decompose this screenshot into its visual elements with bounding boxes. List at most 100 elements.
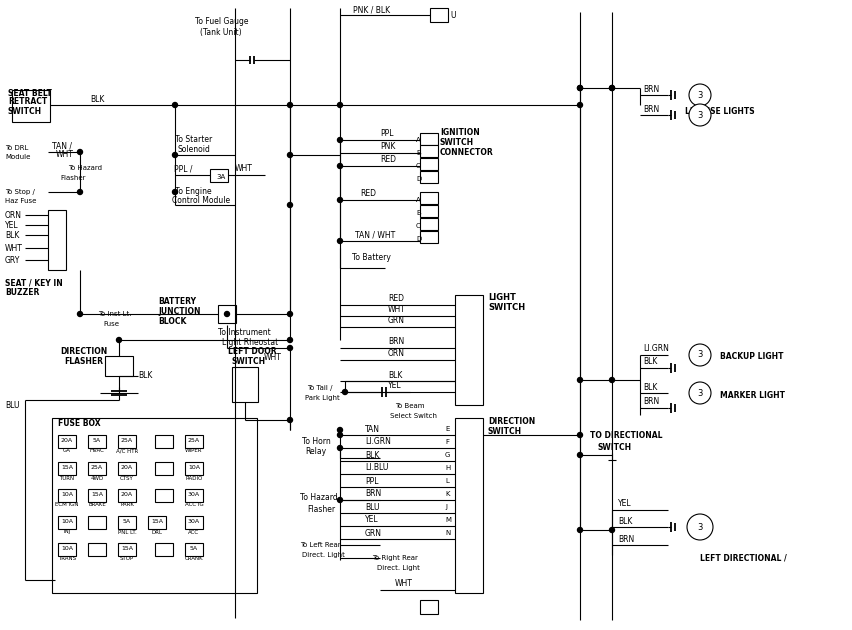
Text: SWITCH: SWITCH: [440, 139, 474, 147]
Text: To Inst Lt.: To Inst Lt.: [98, 311, 131, 317]
Text: BRN: BRN: [642, 398, 659, 406]
Text: SWITCH: SWITCH: [232, 357, 266, 367]
Text: BRN: BRN: [388, 338, 404, 346]
Text: PNL LT.: PNL LT.: [118, 529, 136, 534]
Bar: [454, 295, 482, 405]
Text: 10A: 10A: [61, 492, 73, 497]
Circle shape: [577, 86, 582, 91]
Text: ORN: ORN: [388, 350, 405, 358]
Bar: [419, 133, 437, 145]
Circle shape: [688, 344, 711, 366]
Text: BLK: BLK: [388, 370, 402, 379]
Text: DRL: DRL: [152, 529, 163, 534]
Text: BLK: BLK: [365, 450, 379, 459]
Circle shape: [577, 86, 582, 91]
Text: Flasher: Flasher: [307, 505, 335, 515]
Text: SWITCH: SWITCH: [597, 442, 631, 452]
Bar: [155, 435, 173, 448]
Text: SWITCH: SWITCH: [8, 106, 42, 115]
Text: L: L: [445, 478, 448, 484]
Bar: [185, 489, 203, 502]
Text: Solenoid: Solenoid: [178, 146, 210, 154]
Bar: [419, 158, 437, 170]
Text: JUNCTION: JUNCTION: [158, 307, 200, 316]
Text: TAN /: TAN /: [52, 142, 72, 151]
Text: M: M: [445, 517, 451, 523]
Text: U: U: [450, 11, 455, 20]
Text: TURN: TURN: [60, 476, 74, 481]
Text: 15A: 15A: [61, 465, 73, 470]
Text: STOP: STOP: [120, 556, 134, 561]
Text: YEL: YEL: [365, 515, 378, 525]
Text: GA: GA: [63, 449, 71, 454]
Bar: [419, 231, 437, 243]
Bar: [185, 543, 203, 556]
Text: BLOCK: BLOCK: [158, 318, 186, 326]
Bar: [48, 210, 66, 270]
Circle shape: [287, 202, 292, 207]
Bar: [419, 145, 437, 157]
Text: GRN: GRN: [388, 316, 405, 326]
Text: PPL: PPL: [379, 130, 393, 139]
Text: To Horn: To Horn: [302, 437, 331, 445]
Text: To DRL: To DRL: [5, 145, 28, 151]
Text: 10A: 10A: [61, 519, 73, 524]
Text: Park Light: Park Light: [305, 395, 339, 401]
Text: 15A: 15A: [91, 492, 103, 497]
Circle shape: [224, 311, 229, 316]
Text: LI.GRN: LI.GRN: [365, 437, 390, 447]
Bar: [419, 600, 437, 614]
Bar: [185, 462, 203, 475]
Text: 3: 3: [696, 350, 702, 360]
Circle shape: [287, 418, 292, 423]
Text: SEAT BELT: SEAT BELT: [8, 88, 52, 98]
Text: 20A: 20A: [121, 465, 133, 470]
Circle shape: [337, 103, 343, 108]
Bar: [118, 516, 135, 529]
Bar: [118, 435, 135, 448]
Text: F: F: [445, 439, 448, 445]
Text: FUSE BOX: FUSE BOX: [58, 420, 101, 428]
Text: RED: RED: [360, 190, 376, 198]
Text: TAN / WHT: TAN / WHT: [354, 231, 394, 239]
Circle shape: [609, 377, 613, 382]
Text: To Battery: To Battery: [352, 253, 390, 263]
Text: BLK: BLK: [618, 517, 631, 525]
Text: D: D: [416, 176, 421, 182]
Text: DIRECTION: DIRECTION: [487, 416, 534, 425]
Circle shape: [577, 103, 582, 108]
Circle shape: [287, 311, 292, 316]
Text: 15A: 15A: [151, 519, 163, 524]
Text: BRN: BRN: [365, 490, 381, 498]
Text: HVAC: HVAC: [89, 449, 104, 454]
Text: LEFT DIRECTIONAL /: LEFT DIRECTIONAL /: [699, 554, 786, 563]
Text: 25A: 25A: [91, 465, 103, 470]
Text: PNK / BLK: PNK / BLK: [353, 6, 389, 14]
Circle shape: [577, 452, 582, 457]
Bar: [52, 418, 256, 593]
Text: BLK: BLK: [642, 357, 657, 367]
Bar: [105, 356, 133, 376]
Circle shape: [172, 190, 177, 195]
Bar: [185, 516, 203, 529]
Circle shape: [337, 137, 343, 142]
Text: SEAT / KEY IN: SEAT / KEY IN: [5, 278, 63, 287]
Text: CONNECTOR: CONNECTOR: [440, 149, 493, 158]
Text: RED: RED: [388, 294, 404, 304]
Text: 15A: 15A: [121, 546, 133, 551]
Text: To Stop /: To Stop /: [5, 189, 35, 195]
Circle shape: [337, 197, 343, 202]
Text: To Tail /: To Tail /: [307, 385, 332, 391]
Text: 10A: 10A: [61, 546, 73, 551]
Text: WHT: WHT: [394, 580, 412, 588]
Text: To Left Rear: To Left Rear: [300, 542, 340, 548]
Circle shape: [337, 433, 343, 437]
Text: PPL /: PPL /: [174, 164, 193, 173]
Bar: [218, 305, 236, 323]
Bar: [155, 543, 173, 556]
Text: RED: RED: [379, 156, 395, 164]
Circle shape: [577, 527, 582, 532]
Text: 30A: 30A: [187, 519, 200, 524]
Bar: [118, 489, 135, 502]
Circle shape: [337, 428, 343, 433]
